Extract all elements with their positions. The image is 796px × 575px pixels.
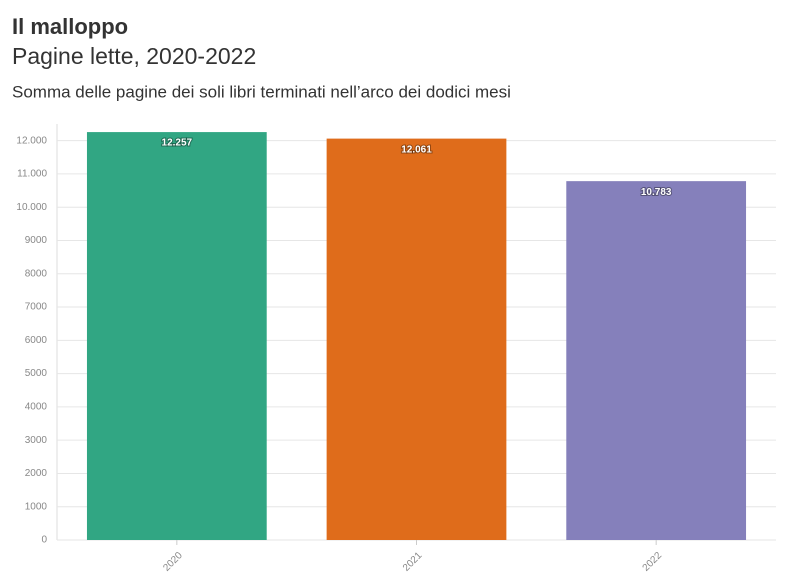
bar (86, 132, 267, 540)
x-tick-label: 2022 (641, 550, 665, 574)
y-tick-label: 4000 (25, 402, 48, 413)
y-tick-label: 12.000 (16, 135, 47, 146)
y-tick-label: 8000 (25, 268, 48, 279)
y-tick-label: 10.000 (16, 202, 47, 213)
x-tick-label: 2021 (401, 550, 425, 574)
chart-title: Il malloppo (12, 14, 128, 39)
chart-subtitle: Pagine lette, 2020-2022 (12, 43, 256, 69)
y-tick-label: 7000 (25, 302, 48, 313)
bar (566, 181, 747, 540)
y-tick-label: 1000 (25, 501, 48, 512)
y-tick-label: 9000 (25, 235, 48, 246)
value-label: 12.257 (162, 138, 193, 149)
y-tick-label: 6000 (25, 335, 48, 346)
y-tick-label: 11.000 (17, 169, 47, 180)
y-tick-label: 0 (41, 535, 47, 546)
y-tick-label: 2000 (25, 468, 48, 479)
bar (326, 138, 507, 540)
value-label: 10.783 (641, 187, 672, 198)
value-label: 12.061 (401, 144, 432, 155)
chart-description: Somma delle pagine dei soli libri termin… (12, 82, 511, 101)
y-tick-label: 3000 (25, 435, 48, 446)
x-tick-label: 2020 (161, 550, 185, 574)
y-tick-label: 5000 (25, 368, 48, 379)
